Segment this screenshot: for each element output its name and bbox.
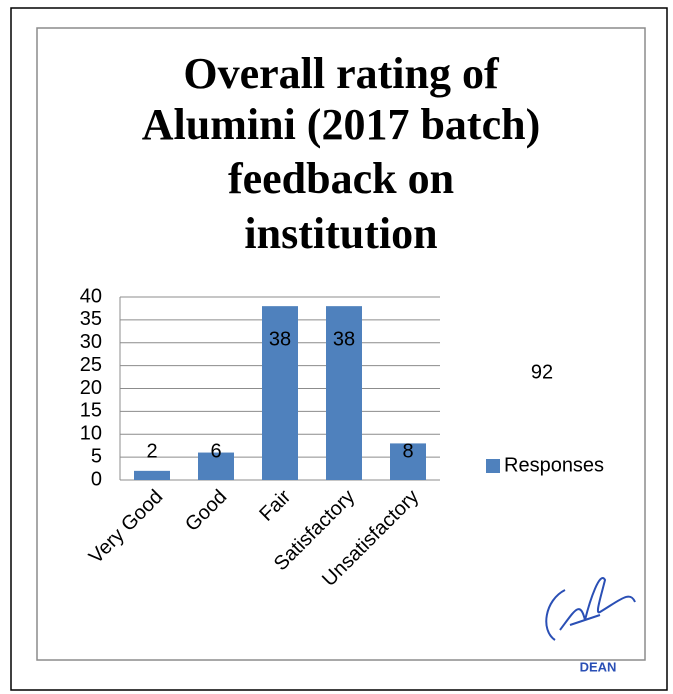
signature: [545, 577, 636, 641]
y-tick-label: 20: [80, 377, 102, 399]
data-label: 2: [146, 440, 157, 462]
y-tick-label: 25: [80, 354, 102, 376]
y-tick-label: 15: [80, 400, 102, 422]
bar: [198, 452, 234, 480]
bar: [262, 306, 298, 480]
bar: [134, 470, 170, 480]
data-label: 38: [333, 328, 355, 350]
x-tick-label: Very Good: [85, 486, 167, 568]
y-tick-label: 40: [80, 285, 102, 307]
chart-title: Overall rating of: [183, 49, 500, 98]
signature-label: DEAN: [580, 659, 617, 674]
annotation: 92: [531, 361, 553, 383]
page-frame: [10, 7, 668, 691]
chart-title: feedback on: [228, 154, 454, 203]
legend-label: Responses: [504, 454, 604, 476]
bar: [390, 443, 426, 480]
chart-title: Alumini (2017 batch): [142, 100, 540, 149]
data-label: 8: [402, 440, 413, 462]
y-tick-label: 35: [80, 308, 102, 330]
y-tick-label: 10: [80, 423, 102, 445]
x-tick-label: Good: [181, 486, 231, 536]
y-tick-label: 5: [91, 445, 102, 467]
legend-swatch: [486, 459, 500, 473]
chart-frame: [36, 27, 646, 661]
bar: [326, 306, 362, 480]
x-tick-label: Fair: [255, 485, 295, 525]
chart-title: institution: [244, 209, 437, 258]
data-label: 6: [210, 440, 221, 462]
data-label: 38: [269, 328, 291, 350]
y-tick-label: 0: [91, 468, 102, 490]
y-tick-label: 30: [80, 331, 102, 353]
